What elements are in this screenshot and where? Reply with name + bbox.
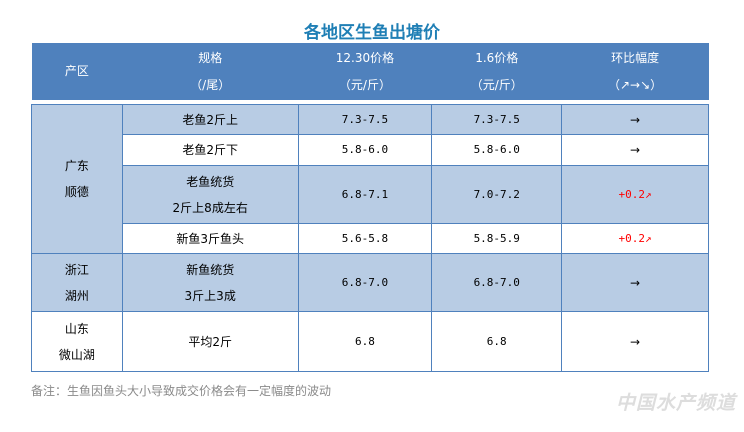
- spec-cell: 老鱼统货 2斤上8成左右: [121, 165, 299, 224]
- spec-cell: 老鱼2斤下: [121, 134, 299, 166]
- price-cell: 6.8: [297, 311, 433, 372]
- header-unit: （↗→↘）: [607, 77, 663, 92]
- spec-cell: 新鱼3斤鱼头: [121, 223, 299, 254]
- header-price-16: 1.6价格 （元/斤）: [431, 43, 562, 100]
- spec-line: 新鱼统货: [186, 262, 235, 277]
- price-cell: 5.6-5.8: [297, 223, 433, 254]
- page-title: 各地区生鱼出塘价: [304, 23, 440, 43]
- change-cell: +0.2↗: [561, 223, 709, 254]
- table-row: 广东顺德 老鱼2斤上 7.3-7.5 7.3-7.5 →: [31, 104, 709, 254]
- region-cell: 广东 顺德: [31, 104, 123, 254]
- table-row: 老鱼2斤下 5.8-6.0 5.8-6.0 →: [31, 134, 709, 166]
- watermark-text: 中国水产频道: [615, 392, 736, 414]
- price-cell: 7.3-7.5: [297, 104, 433, 135]
- region-cell: 浙江 湖州: [31, 253, 123, 312]
- header-region: 产区: [31, 43, 123, 100]
- watermark-logo: 中国水产频道: [616, 388, 736, 415]
- header-label: 环比幅度: [611, 50, 660, 65]
- spec-line: 3斤上3成: [184, 288, 236, 303]
- table-row: 山东微山湖 平均2斤 6.8 6.8 →: [31, 311, 709, 372]
- change-cell: →: [561, 104, 709, 135]
- header-unit: （/尾）: [190, 77, 231, 92]
- price-cell: 5.8-6.0: [431, 134, 563, 166]
- price-cell: 7.0-7.2: [431, 165, 563, 224]
- region-name: 浙江: [64, 262, 89, 277]
- change-cell: →: [561, 134, 709, 166]
- price-cell: 7.3-7.5: [431, 104, 563, 135]
- spec-line: 老鱼统货: [186, 174, 235, 189]
- footnote: 备注：生鱼因鱼头大小导致成交价格会有一定幅度的波动: [31, 384, 332, 398]
- region-name: 微山湖: [58, 347, 95, 362]
- table-row: 浙江湖州 新鱼统货 3斤上3成 6.8-7.0 6.8-7.0 →: [31, 253, 709, 312]
- change-cell: →: [561, 253, 709, 312]
- spec-cell: 老鱼2斤上: [121, 104, 299, 135]
- table-header: 产区 规格 （/尾） 12.30价格 （元/斤） 1.6价格 （元/斤） 环比幅度 （↗…: [31, 43, 709, 100]
- header-label: 12.30价格: [335, 50, 395, 65]
- table-row: 新鱼3斤鱼头 5.6-5.8 5.8-5.9 +0.2↗: [31, 223, 709, 254]
- header-unit: （元/斤）: [338, 77, 391, 92]
- region-name: 广东: [64, 159, 89, 173]
- spec-cell: 平均2斤: [121, 311, 299, 372]
- price-cell: 6.8-7.0: [297, 253, 433, 312]
- price-table: 产区 规格 （/尾） 12.30价格 （元/斤） 1.6价格 （元/斤） 环比幅度 （↗…: [31, 43, 709, 372]
- header-change: 环比幅度 （↗→↘）: [561, 43, 709, 100]
- price-cell: 5.8-5.9: [431, 223, 563, 254]
- header-unit: （元/斤）: [470, 77, 523, 92]
- region-cell: 山东 微山湖: [31, 311, 123, 372]
- header-label: 规格: [198, 50, 223, 65]
- region-name: 湖州: [64, 288, 89, 303]
- region-name: 山东: [64, 321, 89, 336]
- price-cell: 6.8-7.1: [297, 165, 433, 224]
- header-label: 产区: [64, 64, 89, 78]
- change-cell: +0.2↗: [561, 165, 709, 224]
- region-name: 顺德: [64, 185, 89, 199]
- table-row: 老鱼统货 2斤上8成左右 6.8-7.1 7.0-7.2 +0.2↗: [31, 165, 709, 224]
- header-price-1230: 12.30价格 （元/斤）: [298, 43, 432, 100]
- price-cell: 6.8-7.0: [431, 253, 563, 312]
- spec-cell: 新鱼统货 3斤上3成: [121, 253, 299, 312]
- header-label: 1.6价格: [475, 50, 519, 65]
- header-spec: 规格 （/尾）: [122, 43, 299, 100]
- spec-line: 2斤上8成左右: [172, 200, 248, 215]
- change-cell: →: [561, 311, 709, 372]
- price-cell: 6.8: [431, 311, 563, 372]
- price-cell: 5.8-6.0: [297, 134, 433, 166]
